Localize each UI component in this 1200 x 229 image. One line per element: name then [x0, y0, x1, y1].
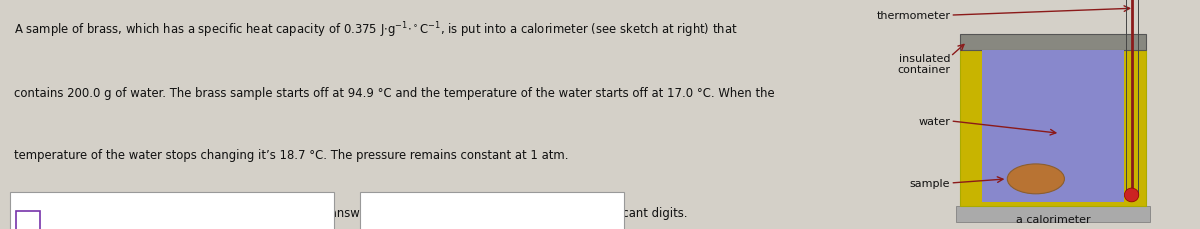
- Text: sample: sample: [910, 178, 950, 188]
- Text: thermometer: thermometer: [876, 11, 950, 21]
- Text: temperature of the water stops changing it’s 18.7 °C. The pressure remains const: temperature of the water stops changing …: [14, 149, 569, 162]
- Bar: [16, 211, 40, 229]
- Text: A sample of brass, which has a specific heat capacity of 0.375 J$\cdot$g$^{-1}$$: A sample of brass, which has a specific …: [14, 21, 738, 40]
- Text: water: water: [918, 116, 950, 126]
- Ellipse shape: [1007, 164, 1064, 194]
- Bar: [360, 192, 624, 229]
- Bar: [1126, 0, 1138, 195]
- Bar: [10, 192, 334, 229]
- Bar: [982, 50, 1124, 202]
- Bar: [960, 34, 1146, 50]
- Text: Calculate the mass of the brass sample. Be sure your answer is rounded to the co: Calculate the mass of the brass sample. …: [14, 206, 688, 219]
- Bar: [956, 206, 1150, 222]
- Text: insulated
container: insulated container: [898, 53, 950, 75]
- Text: a calorimeter: a calorimeter: [1015, 215, 1091, 224]
- Bar: [960, 50, 1146, 206]
- Text: contains 200.0 g of water. The brass sample starts off at 94.9 °C and the temper: contains 200.0 g of water. The brass sam…: [14, 87, 775, 100]
- Ellipse shape: [1124, 188, 1139, 202]
